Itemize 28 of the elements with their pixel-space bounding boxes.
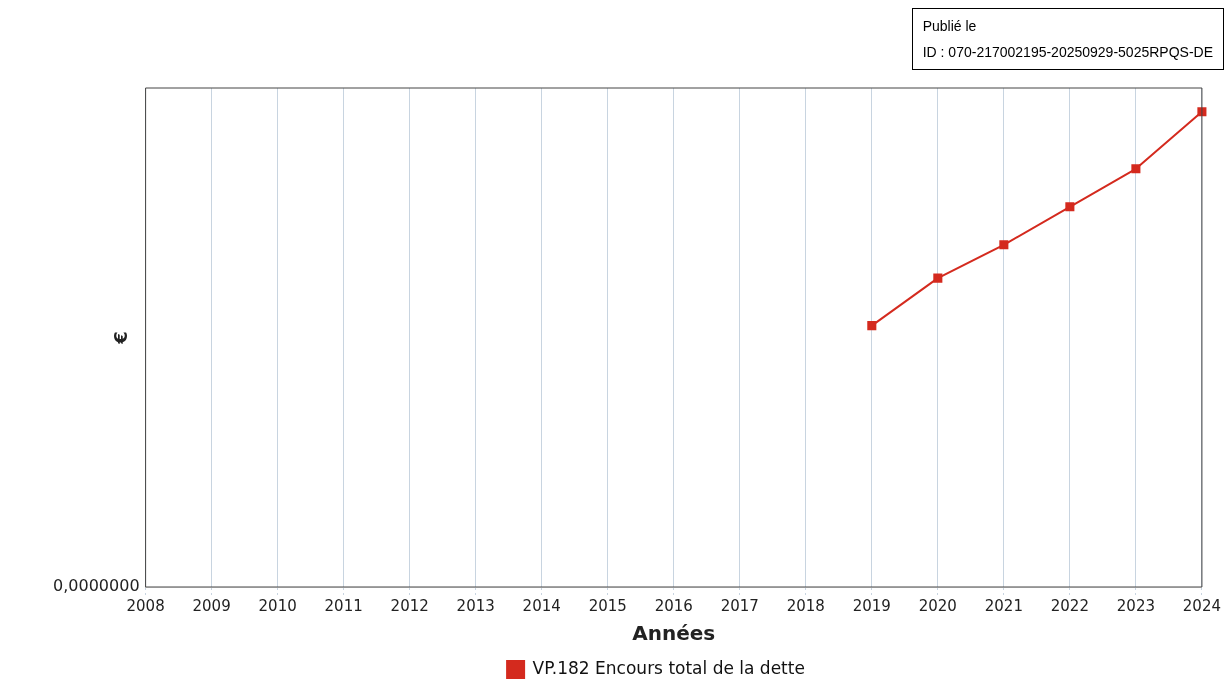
x-axis-title: Années: [632, 621, 716, 646]
point: [999, 240, 1009, 250]
text: 0,0000000: [53, 576, 140, 596]
x-tick-label: 2015: [588, 596, 627, 615]
point: [1131, 164, 1141, 174]
x-tick-label: 2011: [324, 596, 363, 615]
y-axis-title: €: [110, 331, 132, 345]
x-tick-label: 2009: [192, 596, 231, 615]
x-tick-label: 2008: [126, 596, 165, 615]
x-tick-label: 2023: [1116, 596, 1155, 615]
x-tick-label: 2017: [720, 596, 759, 615]
x-tick-label: 2020: [918, 596, 957, 615]
point: [933, 273, 943, 283]
x-tick-label: 2018: [786, 596, 825, 615]
text: ID : 070-217002195-20250929-5025RPQS-DE: [922, 43, 1213, 62]
x-tick-label: 2012: [390, 596, 429, 615]
x-tick-label: 2022: [1050, 596, 1089, 615]
x-tick-label: 2010: [258, 596, 297, 615]
legend-label: VP.182 Encours total de la dette: [532, 657, 805, 678]
x-tick-label: 2014: [522, 596, 561, 615]
x-tick-label: 2013: [456, 596, 495, 615]
point: [1065, 202, 1075, 212]
x-tick-label: 2019: [852, 596, 891, 615]
x-tick-label: 2016: [654, 596, 693, 615]
x-tick-label: 2024: [1182, 596, 1222, 615]
x-tick-label: 2021: [984, 596, 1023, 615]
point: [867, 321, 877, 331]
text: Publié le: [922, 17, 978, 36]
